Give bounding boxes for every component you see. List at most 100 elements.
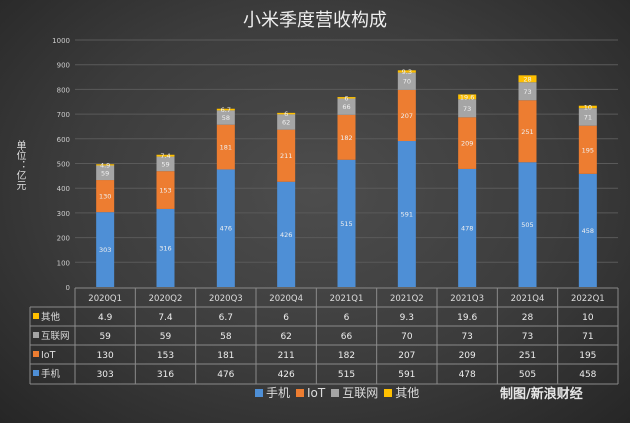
- y-tick-label: 700: [57, 111, 70, 119]
- data-label: 66: [342, 103, 350, 111]
- legend-label: IoT: [307, 385, 326, 400]
- legend-item: 其他: [384, 384, 419, 401]
- table-cell: 28: [522, 313, 534, 323]
- table-row-label: IoT: [41, 350, 56, 361]
- data-label: 59: [161, 160, 169, 168]
- legend-item: 互联网: [331, 384, 378, 401]
- x-tick-label: 2020Q4: [269, 294, 303, 304]
- data-label: 4.9: [100, 161, 110, 169]
- bar-segment: [96, 165, 115, 181]
- bar-segment: [518, 82, 537, 101]
- bar-segment: [216, 108, 235, 111]
- y-tick-label: 200: [57, 235, 70, 243]
- data-label: 426: [280, 231, 292, 239]
- legend-label: 手机: [266, 386, 291, 400]
- table-cell: 505: [519, 370, 536, 380]
- table-cell: 71: [582, 332, 593, 342]
- bar-segment: [397, 70, 416, 73]
- legend-swatch: [33, 370, 39, 376]
- chart-title: 小米季度营收构成: [243, 10, 387, 31]
- bar-segment: [216, 110, 235, 125]
- bar-segment: [397, 141, 416, 287]
- table-cell: 6: [344, 313, 350, 323]
- table-cell: 7.4: [158, 313, 173, 323]
- table-cell: 251: [519, 351, 536, 361]
- table-cell: 181: [217, 351, 234, 361]
- bar-segment: [337, 114, 356, 160]
- legend-label: 互联网: [342, 386, 379, 400]
- table-cell: 195: [579, 351, 596, 361]
- legend-label: 其他: [395, 386, 420, 400]
- data-label: 515: [340, 220, 352, 228]
- legend-swatch: [33, 332, 39, 338]
- bar-segment: [277, 129, 296, 182]
- data-label: 476: [220, 225, 232, 233]
- data-label: 6.7: [221, 106, 231, 114]
- table-cell: 478: [459, 370, 476, 380]
- data-label: 73: [463, 105, 471, 113]
- table-cell: 19.6: [457, 313, 477, 323]
- data-label: 591: [401, 211, 413, 219]
- bar-segment: [578, 105, 597, 109]
- data-label: 19.6: [460, 93, 474, 101]
- table-cell: 6: [283, 313, 289, 323]
- table-cell: 182: [338, 351, 355, 361]
- bar-segment: [337, 98, 356, 115]
- bar-segment: [458, 117, 477, 169]
- table-cell: 62: [280, 332, 291, 342]
- legend-swatch: [296, 388, 305, 397]
- bar-segment: [277, 112, 296, 115]
- y-tick-label: 0: [66, 284, 70, 292]
- data-label: 9.3: [402, 68, 412, 76]
- table-cell: 591: [398, 370, 415, 380]
- table-cell: 58: [220, 332, 232, 342]
- bar-segment: [458, 99, 477, 118]
- x-tick-label: 2020Q2: [149, 294, 183, 304]
- data-label: 251: [521, 128, 533, 136]
- data-label: 28: [523, 75, 531, 83]
- bar-segment: [156, 154, 175, 157]
- data-label: 59: [101, 169, 109, 177]
- data-label: 316: [159, 244, 171, 252]
- bar-segment: [96, 164, 115, 166]
- table-cell: 10: [582, 313, 594, 323]
- x-tick-label: 2021Q2: [390, 294, 424, 304]
- bar-segment: [458, 94, 477, 100]
- y-tick-label: 800: [57, 86, 70, 94]
- data-label: 182: [340, 134, 352, 142]
- table-cell: 9.3: [400, 313, 414, 323]
- table-cell: 73: [461, 332, 472, 342]
- legend-swatch: [33, 313, 39, 319]
- table-cell: 130: [97, 351, 114, 361]
- bar-segment: [96, 180, 115, 213]
- data-label: 6: [344, 94, 348, 102]
- table-cell: 211: [278, 351, 295, 361]
- data-label: 6: [284, 110, 288, 118]
- data-label: 505: [521, 221, 533, 229]
- table-cell: 303: [97, 370, 114, 380]
- y-tick-label: 500: [57, 161, 70, 169]
- table-cell: 59: [99, 332, 111, 342]
- data-label: 195: [582, 146, 594, 154]
- data-label: 71: [584, 113, 592, 121]
- bar-segment: [216, 124, 235, 170]
- bar-segment: [216, 169, 235, 287]
- bar-segment: [156, 156, 175, 172]
- data-label: 153: [159, 187, 171, 195]
- bar-segment: [458, 168, 477, 287]
- legend: 手机 IoT 互联网 其他: [255, 384, 419, 401]
- y-tick-label: 100: [57, 259, 70, 267]
- data-label: 130: [99, 193, 111, 201]
- x-tick-label: 2021Q1: [330, 294, 364, 304]
- table-cell: 4.9: [98, 313, 113, 323]
- legend-item: IoT: [296, 386, 325, 400]
- y-tick-label: 1000: [52, 37, 70, 45]
- legend-swatch: [255, 389, 263, 397]
- bar-segment: [96, 212, 115, 287]
- bar-segment: [337, 159, 356, 287]
- bar-segment: [397, 89, 416, 142]
- bar-segment: [518, 162, 537, 287]
- table-row-label: 互联网: [41, 331, 70, 342]
- table-cell: 476: [217, 370, 234, 380]
- x-tick-label: 2021Q3: [450, 294, 484, 304]
